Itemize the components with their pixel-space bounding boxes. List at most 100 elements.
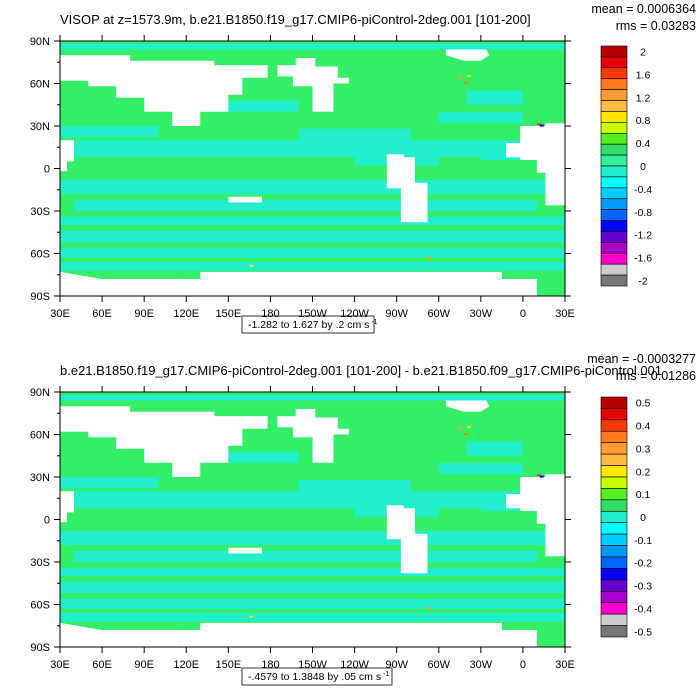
cyan-band — [60, 530, 565, 545]
lon-label: 30W — [470, 308, 493, 320]
cyan-band — [60, 394, 565, 401]
colorbar-swatch — [600, 625, 628, 638]
lon-label: 60E — [92, 659, 112, 671]
land-mask — [386, 505, 428, 574]
lon-label: 0 — [520, 659, 526, 671]
anomaly-speck — [539, 124, 544, 127]
land-mask — [179, 271, 537, 296]
anomaly-speck — [466, 75, 471, 77]
land-mask — [506, 123, 565, 206]
cyan-band — [298, 128, 411, 143]
lat-label: 60N — [30, 79, 50, 91]
anomaly-speck — [536, 123, 541, 126]
land-mask — [386, 154, 428, 223]
mean-text: mean = 0.0006364 — [591, 2, 696, 16]
lon-label: 120E — [173, 659, 199, 671]
map-field — [60, 392, 565, 647]
lon-label: 90W — [385, 308, 408, 320]
cyan-band — [60, 598, 565, 609]
land-mask — [60, 394, 268, 477]
land-mask — [60, 622, 180, 647]
colorbar-label: 0.8 — [636, 115, 651, 127]
colorbar-swatch — [600, 187, 628, 200]
cyan-band — [60, 43, 565, 50]
lon-label: 120W — [340, 308, 369, 320]
cyan-band — [60, 477, 159, 489]
colorbar-label: -0.5 — [634, 626, 652, 638]
colorbar-swatch — [600, 602, 628, 615]
lon-label: 90E — [134, 659, 154, 671]
colorbar-label: -1.6 — [634, 253, 652, 265]
colorbar-swatch — [600, 568, 628, 581]
colorbar-swatch — [600, 111, 628, 123]
colorbar-swatch — [600, 231, 628, 243]
lon-label: 120E — [173, 308, 199, 320]
colorbar-label: 0.5 — [636, 398, 651, 410]
lon-label: 60E — [92, 308, 112, 320]
colorbar-swatch — [600, 488, 628, 501]
lat-label: 0 — [44, 515, 50, 527]
colorbar-swatch — [600, 419, 628, 432]
lon-label: 0 — [520, 308, 526, 320]
colorbar-swatch — [600, 176, 628, 189]
lon-label: 30E — [555, 308, 575, 320]
lat-label: 30N — [30, 121, 50, 133]
land-mask — [179, 622, 537, 647]
colorbar-swatch — [600, 442, 628, 455]
colorbar-label: -1.2 — [634, 230, 652, 242]
lat-label: 90S — [30, 291, 50, 303]
map-field — [60, 41, 565, 296]
colorbar-swatch — [600, 198, 628, 210]
cyan-band — [438, 462, 523, 475]
colorbar-swatch — [600, 430, 628, 444]
land-mask — [60, 468, 74, 523]
colorbar-swatch — [600, 78, 628, 90]
lat-label: 30S — [30, 206, 50, 218]
cyan-band — [60, 179, 565, 194]
lon-label: 90E — [134, 308, 154, 320]
land-mask — [228, 547, 262, 554]
colorbar-label: -0.4 — [634, 603, 652, 615]
anomaly-speck — [249, 264, 254, 267]
anomaly-speck — [539, 475, 544, 478]
colorbar-label: -2 — [638, 276, 647, 288]
lon-label: 30E — [50, 308, 70, 320]
anomaly-speck — [427, 607, 432, 610]
lon-label: 60W — [427, 659, 450, 671]
land-mask — [277, 58, 349, 112]
colorbar-swatch — [600, 143, 628, 156]
cyan-band — [60, 230, 565, 243]
mean-text: mean = -0.0003277 — [587, 352, 696, 366]
cyan-band — [60, 491, 565, 509]
cyan-band — [60, 216, 565, 226]
lon-label: 120W — [340, 659, 369, 671]
lat-label: 30S — [30, 557, 50, 569]
lon-label: 30W — [470, 659, 493, 671]
colorbar-label: -0.2 — [634, 558, 652, 570]
lat-label: 30N — [30, 472, 50, 484]
lon-label: 150E — [215, 308, 241, 320]
range-text: -1.282 to 1.627 by .2 cm s -1 — [248, 319, 378, 331]
panel-title: b.e21.B1850.f19_g17.CMIP6-piControl-2deg… — [60, 363, 662, 378]
cyan-band — [60, 613, 565, 622]
lon-label: 150W — [298, 308, 327, 320]
lon-label: 90W — [385, 659, 408, 671]
colorbar-swatch — [600, 613, 628, 626]
range-box: -1.282 to 1.627 by .2 cm s -1 — [241, 315, 378, 334]
colorbar-label: -0.3 — [634, 581, 652, 593]
anomaly-speck — [464, 82, 468, 85]
colorbar-label: 1.6 — [636, 69, 651, 81]
cyan-band — [74, 199, 537, 211]
lat-label: 90N — [30, 387, 50, 399]
cyan-band — [60, 262, 565, 271]
land-mask — [228, 196, 262, 203]
land-mask — [506, 474, 565, 557]
colorbar-swatch — [600, 89, 628, 101]
lat-label: 0 — [44, 164, 50, 176]
colorbar-swatch — [600, 522, 628, 535]
colorbar-swatch — [600, 263, 628, 276]
cyan-band — [438, 111, 523, 124]
colorbar: 2 1.6 1.2 0.8 0.4 0 -0.4 -0.8 -1.2 -1.6 -2 — [600, 45, 652, 288]
anomaly-speck — [458, 427, 463, 430]
